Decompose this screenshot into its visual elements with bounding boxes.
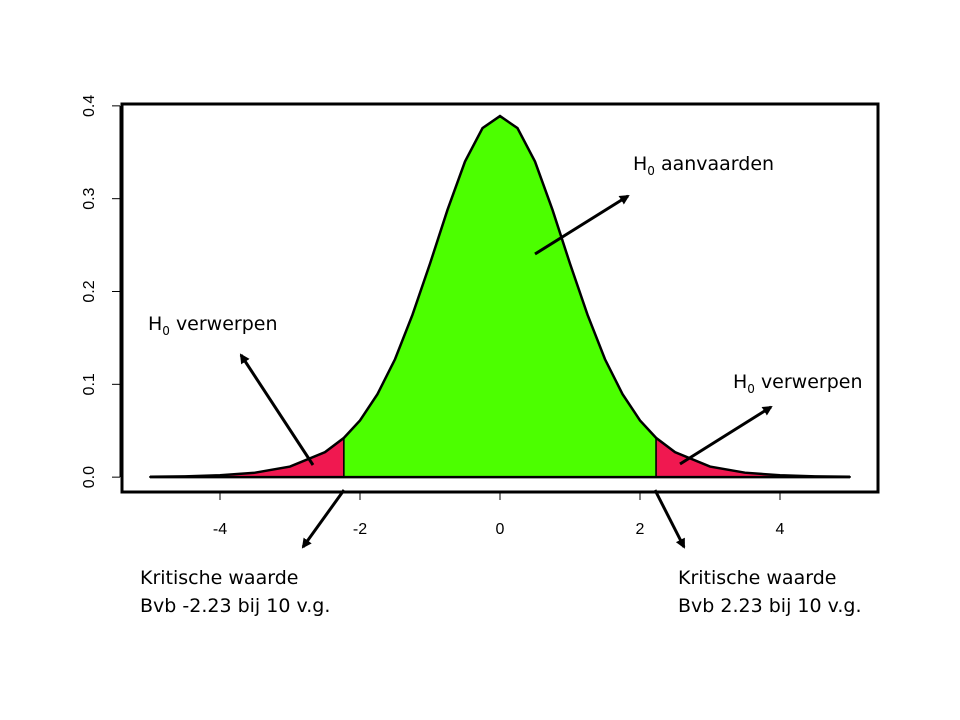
critical-label: Kritische waarde: [140, 567, 298, 589]
annotation-symbol: H: [733, 371, 747, 393]
annotation: H0 aanvaarden: [633, 153, 774, 178]
annotation: H0 verwerpen: [733, 371, 863, 396]
x-tick-label: 2: [636, 521, 645, 538]
arrow: [534, 194, 630, 256]
plot-area: [149, 114, 851, 479]
y-tick-label: 0.1: [81, 373, 98, 395]
arrow: [653, 489, 686, 549]
y-tick-label: 0.4: [81, 95, 98, 117]
accept-area: [343, 115, 657, 478]
arrows: [239, 194, 773, 549]
annotation-symbol: H: [148, 313, 162, 335]
annotation-text: verwerpen: [761, 371, 863, 393]
arrow: [239, 353, 315, 466]
annotation-text: verwerpen: [176, 313, 278, 335]
annotation-subscript: 0: [162, 324, 170, 338]
arrow: [679, 405, 773, 466]
annotation-text: aanvaarden: [661, 153, 774, 175]
x-tick-label: -4: [213, 521, 227, 538]
annotation: H0 verwerpen: [148, 313, 278, 338]
x-tick-label: 4: [776, 521, 785, 538]
arrow: [301, 489, 346, 549]
critical-label: Kritische waarde: [678, 567, 836, 589]
critical-label: Bvb -2.23 bij 10 v.g.: [140, 595, 330, 617]
y-tick-label: 0.3: [81, 187, 98, 209]
x-tick-label: 0: [496, 521, 505, 538]
density-line: [149, 114, 851, 479]
annotation-subscript: 0: [747, 382, 755, 396]
y-tick-label: 0.0: [81, 466, 98, 488]
y-tick-label: 0.2: [81, 280, 98, 302]
critical-label: Bvb 2.23 bij 10 v.g.: [678, 595, 862, 617]
x-tick-label: -2: [353, 521, 367, 538]
annotation-symbol: H: [633, 153, 647, 175]
annotation-subscript: 0: [647, 164, 655, 178]
